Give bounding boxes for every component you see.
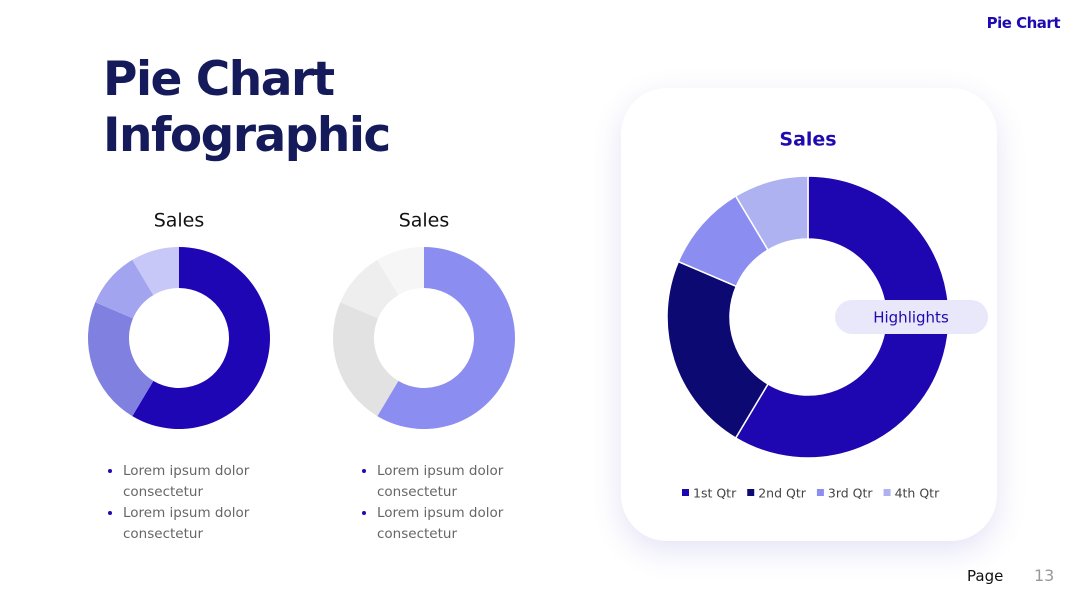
bullet: Lorem ipsum dolor consectetur — [377, 503, 517, 545]
donut-segment — [377, 247, 424, 296]
highlight-label: Highlights — [873, 309, 949, 327]
donut-segment — [333, 302, 399, 417]
donut-segment — [88, 302, 154, 417]
title-line: Pie Chart — [103, 52, 335, 107]
brand: Pie Chart — [986, 14, 1061, 32]
page-number: 13 — [1034, 566, 1055, 585]
donut-segment — [132, 247, 179, 296]
donut-segment — [377, 247, 515, 429]
donut-segment — [734, 175, 950, 459]
donut-segment — [340, 259, 399, 319]
highlight-pill — [835, 300, 988, 334]
chart-title: Sales — [154, 210, 205, 232]
legend-swatch — [816, 489, 824, 496]
donut-segment — [95, 259, 154, 319]
slide-title: Pie Chart Infographic — [103, 52, 391, 164]
chart-title: Sales — [399, 210, 450, 232]
donut-segment — [734, 175, 809, 252]
legend-label: 2nd Qtr — [758, 486, 807, 501]
legend-label: 4th Qtr — [895, 486, 940, 501]
bullet: Lorem ipsum dolor consectetur — [377, 461, 517, 503]
page-label: Page — [967, 567, 1004, 585]
title-line: Infographic — [103, 108, 391, 163]
donut-segment — [666, 260, 770, 440]
bullet: Lorem ipsum dolor consectetur — [123, 461, 263, 503]
bullet: Lorem ipsum dolor consectetur — [123, 503, 263, 545]
legend-swatch — [747, 489, 755, 496]
legend-label: 1st Qtr — [693, 486, 737, 501]
legend-swatch — [682, 489, 689, 496]
bullet-list: Lorem ipsum dolor consectetur Lorem ipsu… — [103, 461, 263, 545]
legend-label: 3rd Qtr — [828, 486, 874, 501]
donut-segment — [132, 247, 271, 429]
bullet-list: Lorem ipsum dolor consectetur Lorem ipsu… — [357, 461, 517, 545]
chart-title: Sales — [779, 129, 836, 151]
legend-swatch — [883, 489, 891, 496]
